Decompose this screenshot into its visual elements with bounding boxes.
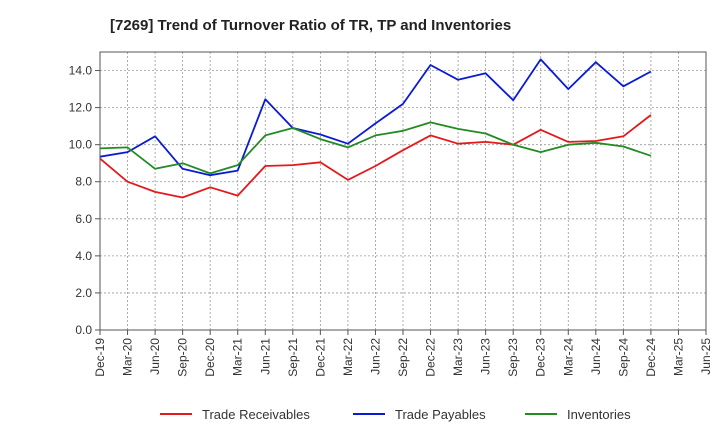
x-tick-label: Sep-20 [176, 338, 190, 377]
x-tick-label: Sep-22 [396, 338, 410, 377]
x-tick-label: Jun-23 [479, 338, 493, 375]
series-line-2 [99, 121, 652, 175]
x-tick-label: Dec-21 [313, 338, 327, 377]
x-tick-label: Sep-23 [506, 338, 520, 377]
series-lines [99, 58, 652, 199]
x-tick-label: Jun-21 [258, 338, 272, 375]
x-tick-label: Dec-24 [644, 338, 658, 377]
grid [100, 52, 706, 330]
legend-label-0: Trade Receivables [202, 407, 310, 422]
x-tick-label: Dec-23 [534, 338, 548, 377]
x-tick-label: Mar-25 [671, 338, 685, 376]
x-tick-label: Sep-24 [616, 338, 630, 377]
series-line-1 [99, 58, 652, 177]
x-axis: Dec-19 Mar-20 Jun-20 Sep-20 Dec-20 Mar-21 Jun-… [93, 330, 713, 377]
y-tick-label: 6.0 [75, 212, 92, 226]
y-tick-label: 4.0 [75, 249, 92, 263]
y-tick-label: 14.0 [69, 64, 93, 78]
x-tick-label: Jun-20 [148, 338, 162, 375]
y-tick-label: 2.0 [75, 286, 92, 300]
y-tick-label: 8.0 [75, 175, 92, 189]
x-tick-label: Mar-22 [341, 338, 355, 376]
x-tick-label: Mar-21 [231, 338, 245, 376]
x-tick-label: Dec-19 [93, 338, 107, 377]
series-line-0 [99, 114, 652, 199]
y-tick-label: 10.0 [69, 138, 93, 152]
x-tick-label: Dec-22 [424, 338, 438, 377]
y-tick-label: 0.0 [75, 323, 92, 337]
x-tick-label: Sep-21 [286, 338, 300, 377]
legend-label-1: Trade Payables [395, 407, 486, 422]
x-tick-label: Jun-22 [368, 338, 382, 375]
x-tick-label: Mar-24 [561, 338, 575, 376]
y-tick-label: 12.0 [69, 101, 93, 115]
x-tick-label: Mar-20 [121, 338, 135, 376]
x-tick-label: Jun-24 [589, 338, 603, 375]
x-tick-label: Mar-23 [451, 338, 465, 376]
legend: Trade Receivables Trade Payables Inventori… [160, 407, 631, 422]
chart-title: [7269] Trend of Turnover Ratio of TR, TP… [110, 17, 511, 34]
legend-label-2: Inventories [567, 407, 631, 422]
x-tick-label: Jun-25 [699, 338, 713, 375]
x-tick-label: Dec-20 [203, 338, 217, 377]
y-axis: 0.0 2.0 4.0 6.0 8.0 10.0 12.0 14.0 [69, 64, 100, 337]
